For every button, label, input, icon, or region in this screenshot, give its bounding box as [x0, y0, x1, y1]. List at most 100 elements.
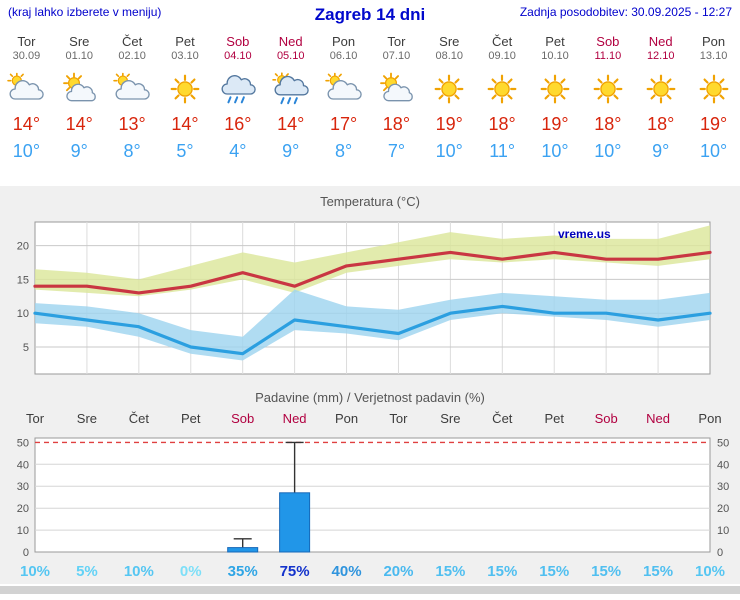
sun-cloud-icon — [317, 67, 370, 111]
forecast-day-sob-04-10[interactable]: Sob 04.10 16° 4° — [211, 34, 264, 162]
day-date: 06.10 — [329, 50, 358, 62]
day-min-temp: 9° — [70, 141, 88, 161]
location-menu-note: (kraj lahko izberete v meniju) — [8, 5, 162, 19]
precip-day-label: Sob — [231, 411, 255, 426]
svg-text:vreme.us: vreme.us — [558, 227, 611, 241]
precip-day-label: Ned — [282, 411, 307, 426]
svg-text:30: 30 — [17, 481, 29, 493]
day-min-temp: 10° — [435, 141, 463, 161]
day-min-temp: 5° — [176, 141, 194, 161]
precip-day-label: Sre — [76, 411, 98, 426]
precip-day-label: Pon — [698, 411, 722, 426]
svg-text:50: 50 — [17, 437, 29, 449]
day-name: Tor — [387, 34, 406, 49]
day-min-temp: 7° — [387, 141, 406, 161]
precip-day-label: Pet — [181, 411, 201, 426]
partly-sunny-icon — [53, 67, 106, 111]
day-name: Pon — [332, 34, 356, 49]
precip-probability-value: 40% — [331, 563, 362, 580]
forecast-day-pet-10-10[interactable]: Pet 10.10 19° 10° — [529, 34, 582, 162]
precip-day-label: Pet — [544, 411, 564, 426]
day-max-temp: 18° — [594, 114, 622, 134]
svg-text:40: 40 — [17, 459, 29, 471]
precip-day-label: Ned — [646, 411, 670, 426]
day-date: 01.10 — [65, 50, 94, 62]
forecast-day-tor-07-10[interactable]: Tor 07.10 18° 7° — [370, 34, 423, 162]
day-max-temp: 13° — [118, 114, 146, 134]
day-max-temp: 14° — [171, 114, 199, 134]
day-date: 07.10 — [382, 50, 411, 62]
forecast-day-čet-09-10[interactable]: Čet 09.10 18° 11° — [476, 34, 529, 162]
day-max-temp: 17° — [329, 114, 358, 134]
day-name: Ned — [278, 34, 303, 49]
forecast-day-ned-12-10[interactable]: Ned 12.10 18° 9° — [634, 34, 687, 162]
day-max-temp: 14° — [65, 114, 93, 134]
forecast-strip: Tor 30.09 14° 10° Sre 01.10 14° 9° Čet 02.10 13° 8°… — [0, 34, 740, 162]
day-name: Pon — [702, 34, 726, 49]
svg-text:40: 40 — [717, 459, 729, 471]
precip-probability-value: 0% — [179, 563, 202, 580]
day-date: 03.10 — [171, 50, 199, 62]
forecast-day-pon-06-10[interactable]: Pon 06.10 17° 8° — [317, 34, 370, 162]
precip-probability-value: 10% — [694, 563, 726, 580]
precip-probability-value: 20% — [383, 563, 414, 580]
precip-day-label: Tor — [25, 411, 45, 426]
day-date: 09.10 — [488, 50, 516, 62]
day-name: Ned — [648, 34, 673, 49]
sun-cloud-icon — [106, 67, 159, 111]
sunny-icon — [423, 67, 476, 111]
precip-day-label: Sre — [440, 411, 461, 426]
sunny-icon — [529, 67, 582, 111]
rain-icon — [211, 67, 264, 111]
precip-day-label: Sob — [594, 411, 618, 426]
svg-text:10: 10 — [717, 525, 729, 537]
forecast-day-sre-01-10[interactable]: Sre 01.10 14° 9° — [53, 34, 106, 162]
forecast-day-sob-11-10[interactable]: Sob 11.10 18° 10° — [581, 34, 634, 162]
day-name: Sre — [69, 34, 90, 49]
day-name: Čet — [492, 34, 513, 49]
forecast-day-sre-08-10[interactable]: Sre 08.10 19° 10° — [423, 34, 476, 162]
precip-day-label: Pon — [334, 411, 359, 426]
forecast-day-ned-05-10[interactable]: Ned 05.10 14° 9° — [264, 34, 317, 162]
day-date: 30.09 — [12, 50, 41, 62]
sun-cloud-icon — [0, 67, 53, 111]
temperature-chart: 5 10 15 20 vreme.us — [17, 221, 712, 375]
sunny-icon — [634, 67, 687, 111]
sunny-icon — [476, 67, 529, 111]
svg-text:20: 20 — [17, 241, 29, 253]
precip-day-label: Čet — [128, 411, 149, 426]
precip-probability-value: 15% — [435, 563, 466, 580]
svg-text:20: 20 — [17, 503, 29, 515]
day-max-temp: 18° — [382, 114, 411, 134]
page-title: Zagreb 14 dni — [314, 5, 426, 24]
day-min-temp: 10° — [12, 141, 41, 161]
day-date: 13.10 — [699, 50, 728, 62]
day-max-temp: 14° — [277, 114, 305, 134]
forecast-day-čet-02-10[interactable]: Čet 02.10 13° 8° — [106, 34, 159, 162]
forecast-day-tor-30-09[interactable]: Tor 30.09 14° 10° — [0, 34, 53, 162]
day-min-temp: 10° — [699, 141, 728, 161]
svg-text:0: 0 — [23, 547, 29, 559]
sunny-icon — [687, 67, 740, 111]
day-max-temp: 18° — [647, 114, 675, 134]
day-date: 12.10 — [646, 50, 675, 62]
forecast-day-pet-03-10[interactable]: Pet 03.10 14° 5° — [159, 34, 212, 162]
svg-text:30: 30 — [717, 481, 729, 493]
page-header: (kraj lahko izberete v meniju) Zagreb 14… — [0, 0, 740, 25]
precip-day-label: Tor — [389, 411, 408, 426]
precipitation-chart: 0 0 10 10 20 20 30 30 40 40 50 50 — [17, 437, 730, 559]
svg-text:50: 50 — [717, 437, 729, 449]
temperature-chart-title: Temperatura (°C) — [320, 194, 420, 209]
day-date: 02.10 — [118, 50, 146, 62]
day-name: Sob — [226, 34, 250, 49]
day-date: 04.10 — [224, 50, 252, 62]
day-max-temp: 18° — [488, 114, 516, 134]
svg-text:10: 10 — [17, 308, 29, 320]
day-name: Pet — [175, 34, 195, 49]
day-min-temp: 10° — [594, 141, 622, 161]
day-date: 08.10 — [435, 50, 464, 62]
forecast-day-pon-13-10[interactable]: Pon 13.10 19° 10° — [687, 34, 740, 162]
precip-probability-value: 15% — [539, 563, 570, 580]
day-min-temp: 4° — [229, 141, 247, 161]
